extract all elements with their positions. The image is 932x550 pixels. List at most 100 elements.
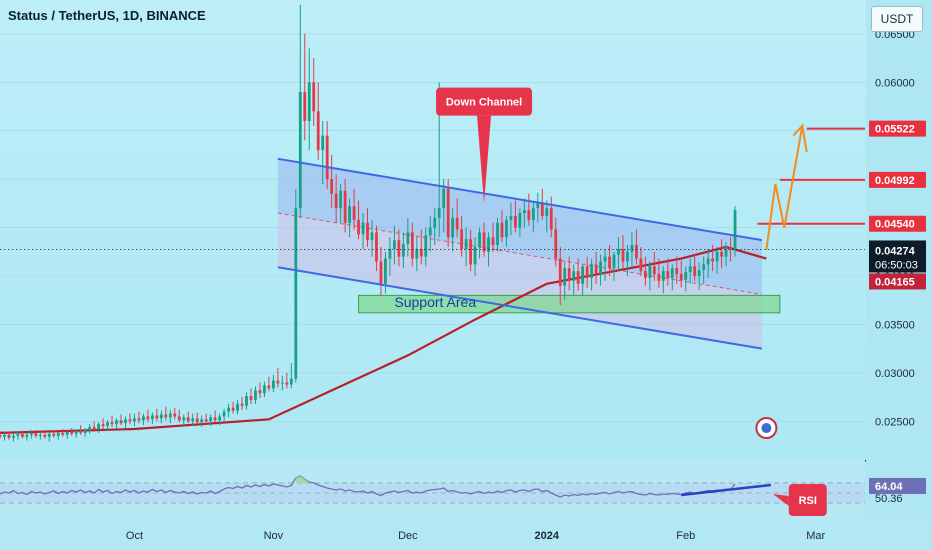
candle-down: [675, 268, 679, 275]
candle-down: [330, 179, 334, 194]
candle-up: [684, 272, 688, 280]
candle-down: [303, 92, 307, 122]
candle-up: [182, 417, 186, 421]
candle-up: [437, 208, 441, 218]
candle-down: [652, 266, 656, 275]
candle-down: [540, 202, 544, 216]
rsi-value-label-bg: [869, 477, 926, 494]
candle-up: [56, 432, 60, 436]
candle-down: [666, 271, 670, 278]
rsi-callout: [788, 484, 827, 516]
candle-up: [509, 215, 513, 220]
y-tick-label: 0.03000: [875, 368, 915, 380]
candle-down: [643, 271, 647, 278]
candle-down: [567, 268, 571, 281]
currency-button[interactable]: USDT: [871, 6, 923, 32]
candle-down: [639, 258, 643, 272]
candle-up: [697, 270, 701, 276]
candle-up: [670, 268, 674, 278]
rsi-overbought-fill: [295, 476, 310, 483]
candle-down: [325, 135, 329, 180]
candle-down: [195, 418, 199, 423]
candle-down: [128, 419, 132, 422]
candle-up: [572, 271, 576, 281]
candle-up: [272, 380, 275, 389]
candle-up: [384, 258, 387, 284]
candle-up: [321, 135, 325, 151]
candle-up: [38, 434, 42, 436]
y-tick-label: 0.03500: [875, 319, 915, 331]
candle-up: [142, 416, 145, 421]
candle-up: [209, 417, 213, 422]
candle-up: [263, 385, 266, 394]
candle-down: [155, 415, 159, 419]
down-channel-pointer: [477, 115, 492, 204]
candle-up: [16, 433, 20, 436]
y-tick-label: 0.06000: [875, 77, 915, 89]
symbol-title: Status / TetherUS, 1D, BINANCE: [8, 8, 206, 23]
candle-up: [536, 202, 540, 209]
candle-up: [159, 414, 163, 419]
candle-down: [240, 403, 244, 406]
candle-up: [518, 213, 522, 228]
candle-down: [720, 251, 723, 257]
candle-down: [146, 416, 150, 420]
candle-up: [222, 411, 226, 417]
candle-up: [245, 396, 248, 406]
candle-up: [733, 210, 737, 250]
candle-up: [599, 261, 602, 275]
candle-down: [491, 237, 495, 246]
x-tick-label: Oct: [126, 530, 143, 542]
candle-up: [47, 433, 51, 437]
candle-down: [173, 413, 177, 417]
candle-down: [657, 274, 661, 281]
candle-up: [496, 222, 499, 246]
candle-down: [375, 232, 378, 262]
candle-up: [473, 246, 477, 265]
channel-upper-line: [277, 157, 763, 242]
candle-up: [218, 416, 222, 421]
candle-up: [626, 251, 629, 262]
candle-up: [227, 407, 230, 412]
candle-down: [410, 232, 414, 259]
rsi-band: [0, 483, 865, 503]
candle-up: [88, 427, 92, 430]
candle-up: [424, 235, 428, 257]
candle-down: [21, 433, 24, 437]
candle-up: [451, 217, 455, 238]
candle-up: [254, 390, 257, 400]
candle-down: [312, 82, 316, 112]
candle-down: [635, 245, 638, 259]
candle-up: [590, 264, 593, 278]
resistance-2-label: 0.04992: [875, 175, 915, 187]
candle-up: [280, 382, 284, 384]
candle-down: [177, 416, 181, 421]
candle-down: [527, 210, 531, 220]
rsi-value-label: 64.04: [875, 481, 903, 493]
candle-up: [3, 434, 6, 437]
candle-down: [249, 396, 253, 400]
candle-up: [289, 378, 293, 385]
candle-up: [581, 266, 585, 284]
time-axis-bg: [0, 520, 932, 550]
candle-up: [612, 254, 616, 269]
down-channel-label: Down Channel: [446, 97, 522, 109]
candle-down: [514, 215, 517, 228]
candle-up: [298, 92, 302, 209]
candle-up: [415, 248, 419, 259]
candle-up: [464, 239, 468, 249]
candle-up: [531, 208, 535, 220]
rsi-trendline: [681, 483, 772, 497]
ema-price-label: 0.04165: [875, 276, 915, 288]
candle-up: [307, 82, 311, 122]
candle-up: [702, 264, 706, 271]
candle-down: [693, 266, 697, 276]
candle-up: [65, 431, 69, 435]
resistance-3-label: 0.04540: [875, 219, 915, 231]
candle-down: [357, 219, 360, 235]
candle-down: [366, 222, 369, 241]
candle-down: [267, 385, 271, 389]
ema-price-label-bg: [869, 273, 926, 290]
candle-down: [334, 193, 338, 209]
